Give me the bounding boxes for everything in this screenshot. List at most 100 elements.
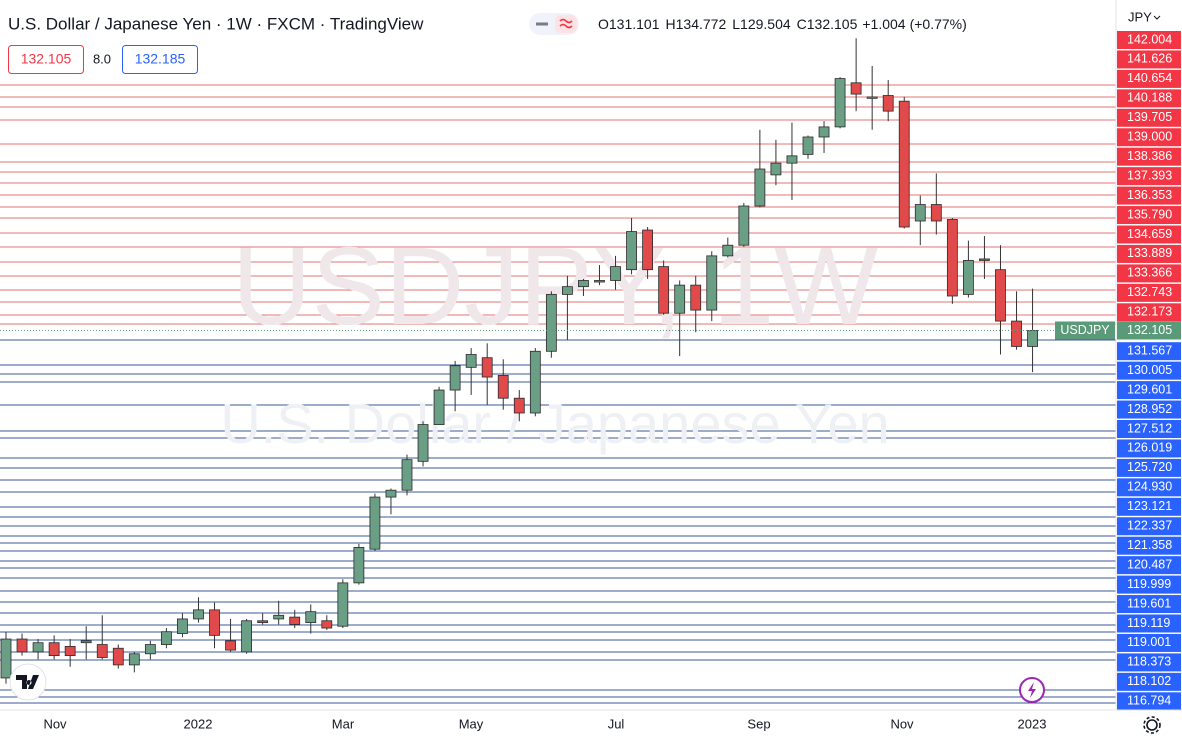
candle-body: [64, 645, 76, 657]
price-label-bg: [1117, 108, 1181, 127]
candle-body: [1027, 330, 1038, 347]
sell-price[interactable]: 132.105: [21, 51, 72, 67]
price-label-bg: [1117, 672, 1181, 691]
price-label: 119.999: [1127, 577, 1171, 591]
price-label: 136.353: [1127, 188, 1172, 202]
price-label-bg: [1117, 264, 1181, 283]
level-lines: [0, 84, 1116, 704]
candle-body: [160, 631, 172, 645]
candle-body: [193, 609, 204, 620]
price-label-bg: [1117, 400, 1181, 419]
price-label-bg: [1117, 633, 1181, 652]
candle-body: [674, 284, 686, 314]
candle-body: [337, 582, 349, 627]
price-label: 125.720: [1127, 460, 1172, 474]
candle-body: [433, 389, 445, 425]
candles: [0, 38, 1116, 684]
ohlc-value: 131.101: [609, 16, 660, 32]
price-label: 139.000: [1127, 130, 1172, 144]
candle-body: [401, 459, 413, 491]
price-label-bg: [1117, 167, 1181, 186]
candle-body: [449, 365, 461, 391]
title: U.S. Dollar / Japanese Yen · 1W · FXCM ·…: [8, 14, 424, 33]
change-pct: (+0.77%): [910, 16, 967, 32]
currency[interactable]: JPY: [1128, 9, 1152, 24]
price-label-bg: [1117, 556, 1181, 575]
price-label-bg: [1117, 692, 1181, 711]
price-label-bg: [1117, 653, 1181, 672]
ohlc-value: 132.105: [807, 16, 858, 32]
candle-body: [144, 644, 156, 655]
price-label: 124.930: [1127, 480, 1172, 494]
watermark-name: U.S. Dollar / Japanese Yen: [220, 392, 889, 455]
price-label: 126.019: [1127, 441, 1172, 455]
candle-body: [112, 647, 124, 666]
tv-logo[interactable]: [9, 663, 47, 701]
buy-box[interactable]: [122, 45, 198, 74]
price-label-bg: [1117, 128, 1181, 147]
price-label: 134.659: [1127, 227, 1172, 241]
ohlc-value: 129.504: [740, 16, 791, 32]
x-tick-label: Mar: [332, 716, 355, 731]
candle-body: [690, 284, 702, 311]
candle-body: [658, 266, 670, 314]
spread: 8.0: [93, 51, 111, 66]
candle-body: [225, 640, 236, 651]
candle-body: [369, 496, 381, 550]
candle-body: [642, 229, 653, 271]
candle-body: [96, 644, 108, 658]
price-label: 131.567: [1127, 343, 1172, 357]
candle-body: [626, 231, 637, 271]
x-tick-label: Nov: [890, 716, 914, 731]
price-label-bg: [1117, 244, 1181, 263]
candle-body: [0, 638, 12, 679]
price-label: 137.393: [1127, 168, 1172, 182]
candle-body: [786, 155, 798, 164]
candle-body: [722, 244, 734, 257]
ohlc-key: L: [732, 16, 740, 32]
x-tick-label: May: [459, 716, 484, 731]
buy-price[interactable]: 132.185: [135, 51, 186, 67]
candle-body: [177, 618, 188, 634]
currency-caret[interactable]: [1153, 15, 1161, 20]
candle-body: [706, 255, 718, 311]
change: +1.004: [862, 16, 905, 32]
candle-body: [241, 620, 253, 653]
price-label: 135.790: [1127, 207, 1172, 221]
price-label: 141.626: [1127, 52, 1172, 66]
price-label: 118.102: [1127, 674, 1171, 688]
price-label-bg: [1117, 283, 1181, 302]
price-label-bg: [1117, 186, 1181, 205]
ohlc-key: H: [666, 16, 676, 32]
price-label: 132.173: [1127, 305, 1172, 319]
candle-body: [128, 653, 140, 666]
candle-body: [273, 614, 285, 620]
sell-box[interactable]: [8, 45, 84, 74]
ohlc-key: C: [797, 16, 807, 32]
symbol-tag-bg: [1055, 321, 1115, 340]
symbol-tag: USDJPY: [1060, 323, 1110, 337]
candle-body: [834, 78, 846, 128]
candle-body: [209, 609, 220, 636]
x-tick-label: Jul: [608, 716, 625, 731]
price-label: 139.705: [1127, 110, 1172, 124]
candle-body: [417, 424, 429, 462]
price-label: 127.512: [1127, 421, 1172, 435]
candle-body: [866, 96, 878, 99]
price-label: 140.654: [1127, 71, 1172, 85]
wave-icon[interactable]: [555, 15, 577, 33]
candle-body: [32, 642, 44, 653]
price-label-bg: [1117, 50, 1181, 69]
candle-body: [610, 266, 621, 281]
candle-body: [882, 95, 894, 112]
price-label-bg: [1117, 517, 1181, 536]
price-label-bg: [1117, 478, 1181, 497]
price-label: 138.386: [1127, 149, 1172, 163]
price-label: 123.121: [1127, 499, 1172, 513]
price-label-bg: [1117, 225, 1181, 244]
price-label-bg: [1117, 420, 1181, 438]
settings-icon[interactable]: [1143, 716, 1161, 734]
candle-body: [385, 489, 397, 498]
price-label: 132.743: [1127, 285, 1172, 299]
alert-icon[interactable]: [1019, 677, 1045, 703]
